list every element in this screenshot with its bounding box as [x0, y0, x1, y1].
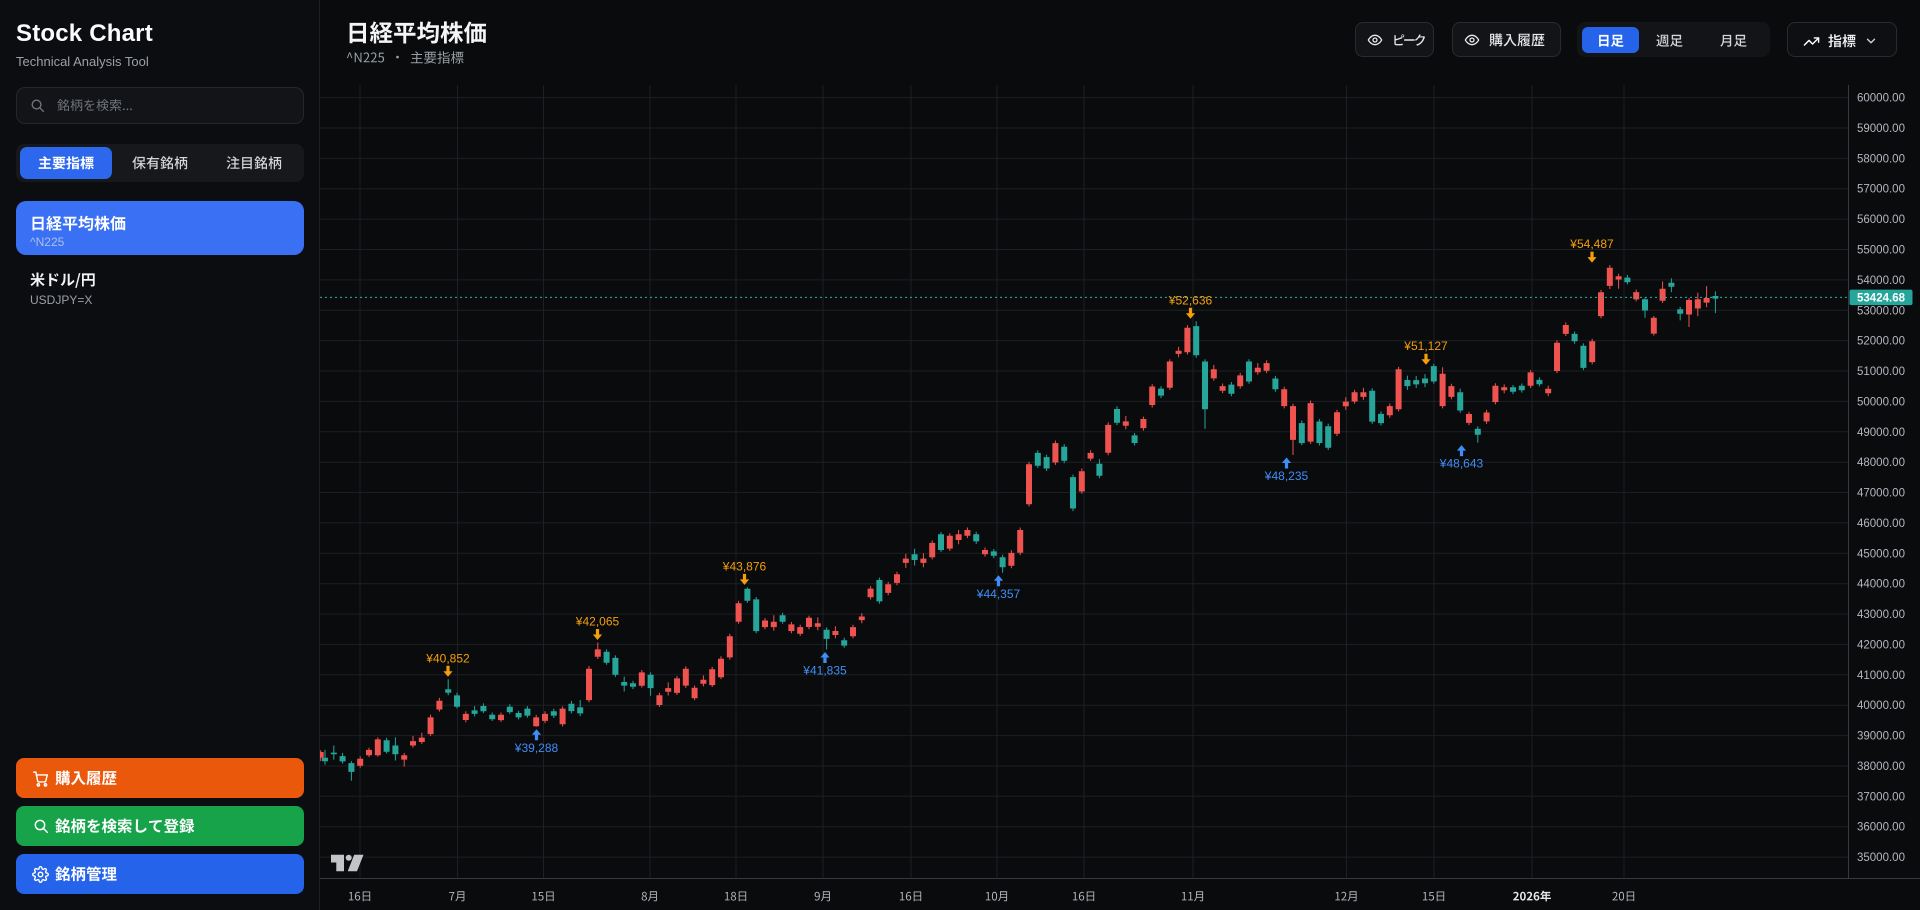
svg-text:46000.00: 46000.00	[1857, 518, 1905, 530]
svg-text:37000.00: 37000.00	[1857, 791, 1905, 803]
svg-text:56000.00: 56000.00	[1857, 214, 1905, 226]
svg-text:55000.00: 55000.00	[1857, 245, 1905, 257]
svg-text:50000.00: 50000.00	[1857, 396, 1905, 408]
svg-text:¥54,487: ¥54,487	[1569, 237, 1614, 251]
svg-text:¥42,065: ¥42,065	[575, 615, 620, 629]
svg-text:¥41,835: ¥41,835	[802, 664, 847, 678]
svg-text:45000.00: 45000.00	[1857, 548, 1905, 560]
svg-text:60000.00: 60000.00	[1857, 93, 1905, 105]
svg-text:52000.00: 52000.00	[1857, 336, 1905, 348]
svg-text:42000.00: 42000.00	[1857, 639, 1905, 651]
svg-text:59000.00: 59000.00	[1857, 123, 1905, 135]
svg-text:58000.00: 58000.00	[1857, 153, 1905, 165]
svg-text:43000.00: 43000.00	[1857, 609, 1905, 621]
svg-text:¥48,643: ¥48,643	[1439, 457, 1484, 471]
svg-text:49000.00: 49000.00	[1857, 427, 1905, 439]
svg-text:47000.00: 47000.00	[1857, 488, 1905, 500]
svg-text:44000.00: 44000.00	[1857, 579, 1905, 591]
svg-text:36000.00: 36000.00	[1857, 822, 1905, 834]
svg-text:35000.00: 35000.00	[1857, 852, 1905, 864]
svg-text:¥51,127: ¥51,127	[1403, 339, 1448, 353]
svg-text:¥40,852: ¥40,852	[425, 651, 470, 665]
svg-text:39000.00: 39000.00	[1857, 731, 1905, 743]
svg-text:38000.00: 38000.00	[1857, 761, 1905, 773]
svg-text:57000.00: 57000.00	[1857, 184, 1905, 196]
svg-text:¥39,288: ¥39,288	[514, 741, 559, 755]
svg-text:40000.00: 40000.00	[1857, 700, 1905, 712]
svg-text:41000.00: 41000.00	[1857, 670, 1905, 682]
svg-text:53000.00: 53000.00	[1857, 305, 1905, 317]
svg-text:53424.68: 53424.68	[1857, 293, 1906, 305]
svg-text:¥48,235: ¥48,235	[1264, 469, 1309, 483]
svg-text:54000.00: 54000.00	[1857, 275, 1905, 287]
svg-text:¥43,876: ¥43,876	[722, 559, 767, 573]
svg-text:48000.00: 48000.00	[1857, 457, 1905, 469]
svg-text:¥44,357: ¥44,357	[976, 587, 1021, 601]
svg-text:¥52,636: ¥52,636	[1168, 293, 1213, 307]
svg-text:51000.00: 51000.00	[1857, 366, 1905, 378]
